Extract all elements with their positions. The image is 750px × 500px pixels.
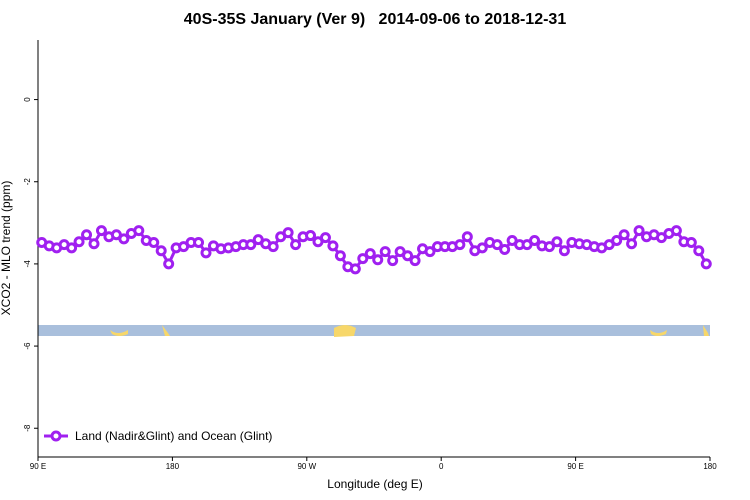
- x-tick-label: 90 W: [297, 462, 316, 471]
- data-point: [618, 229, 630, 241]
- data-point: [95, 225, 107, 237]
- data-point: [148, 237, 160, 249]
- data-point: [163, 258, 175, 270]
- data-point: [700, 258, 712, 270]
- data-point: [611, 234, 623, 246]
- legend-marker: [50, 430, 62, 442]
- data-point: [379, 246, 391, 258]
- data-point: [402, 250, 414, 262]
- data-point: [454, 239, 466, 251]
- data-point: [461, 231, 473, 243]
- data-point: [491, 239, 503, 251]
- data-point: [200, 247, 212, 259]
- y-axis-label: XCO2 - MLO trend (ppm): [0, 181, 13, 316]
- data-point: [267, 241, 279, 253]
- x-tick-label: 180: [166, 462, 180, 471]
- data-point: [88, 238, 100, 250]
- data-point: [499, 244, 511, 256]
- data-point: [349, 263, 361, 275]
- data-point: [282, 227, 294, 239]
- chart-title: 40S-35S January (Ver 9) 2014-09-06 to 20…: [184, 11, 567, 28]
- data-point: [118, 233, 130, 245]
- data-point: [693, 245, 705, 257]
- x-tick-label: 90 E: [30, 462, 46, 471]
- data-point: [245, 239, 257, 251]
- data-point: [424, 246, 436, 258]
- data-point: [357, 253, 369, 265]
- data-point: [290, 239, 302, 251]
- x-axis-label: Longitude (deg E): [327, 477, 422, 491]
- data-point: [409, 255, 421, 267]
- x-tick-label: 0: [439, 462, 444, 471]
- y-tick-label: -2: [23, 178, 32, 186]
- data-point: [476, 242, 488, 254]
- data-point: [670, 225, 682, 237]
- data-point: [551, 236, 563, 248]
- x-tick-label: 180: [703, 462, 717, 471]
- data-point: [387, 255, 399, 267]
- data-point: [73, 236, 85, 248]
- data-point: [155, 245, 167, 257]
- data-point: [334, 250, 346, 262]
- data-point: [685, 237, 697, 249]
- data-point: [305, 230, 317, 242]
- y-tick-label: -8: [23, 424, 32, 432]
- y-tick-label: -6: [23, 342, 32, 350]
- y-tick-label: -4: [23, 260, 32, 268]
- data-point: [319, 232, 331, 244]
- data-point: [327, 240, 339, 252]
- y-tick-label: 0: [23, 97, 32, 102]
- data-point: [529, 234, 541, 246]
- data-point: [558, 245, 570, 257]
- data-point: [193, 237, 205, 249]
- land-ocean-band: [38, 325, 710, 337]
- data-point: [364, 248, 376, 260]
- data-point: [543, 241, 555, 253]
- legend-label: Land (Nadir&Glint) and Ocean (Glint): [75, 429, 272, 443]
- data-point: [633, 225, 645, 237]
- data-point: [626, 238, 638, 250]
- data-point: [66, 242, 78, 254]
- x-tick-label: 90 E: [567, 462, 583, 471]
- data-point: [372, 254, 384, 266]
- legend: Land (Nadir&Glint) and Ocean (Glint): [44, 429, 272, 443]
- data-point: [133, 225, 145, 237]
- data-point: [81, 229, 93, 241]
